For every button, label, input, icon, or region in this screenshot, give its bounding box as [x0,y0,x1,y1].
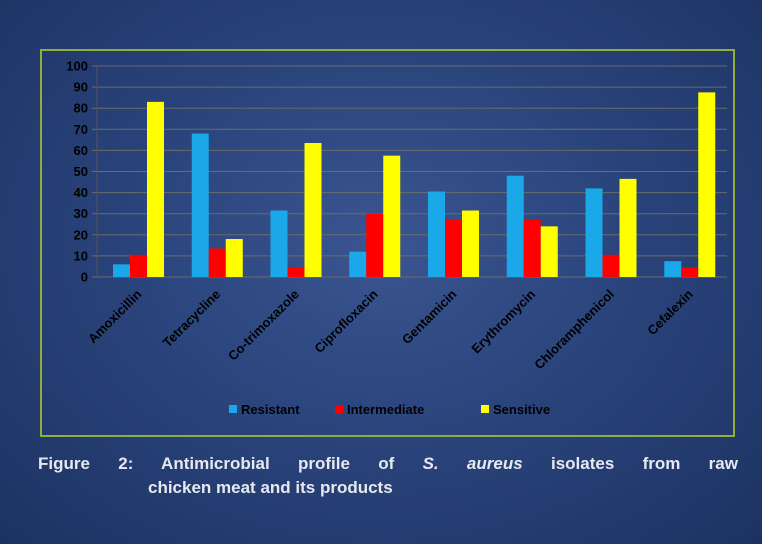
y-tick-label: 20 [74,227,88,242]
bar-chart: 0 10 20 30 40 50 60 70 80 90 100 Amoxicillin Tetracy… [66,59,727,417]
bar-resistant-gentamicin [428,191,445,277]
bar-intermediate-amoxicillin [130,254,147,277]
bar-intermediate-tetracycline [208,248,226,277]
y-tick-label: 30 [74,206,88,221]
bar-sensitive-tetracycline [225,239,243,277]
legend-label-intermediate: Intermediate [347,402,424,417]
bar-sensitive-amoxicillin [147,101,164,277]
legend-label-sensitive: Sensitive [493,402,550,417]
x-tick-label: Ciprofloxacin [311,286,380,355]
chart-frame: 0 10 20 30 40 50 60 70 80 90 100 Amoxicillin Tetracy… [40,49,735,437]
bar-sensitive-cefalexin [698,92,716,277]
caption-italic: S. aureus [422,454,523,473]
legend-label-resistant: Resistant [241,402,300,417]
bar-intermediate-cefalexin [681,267,699,277]
caption-line-2: chicken meat and its products [148,478,393,497]
bar-intermediate-gentamicin [445,220,462,277]
y-tick-label: 60 [74,143,88,158]
y-tick-label: 0 [81,270,88,285]
figure-caption: Figure 2: Antimicrobial profile of S. au… [38,452,738,500]
bar-sensitive-gentamicin [462,210,479,277]
legend-swatch-resistant [229,405,237,413]
bar-resistant-co-trimoxazole [270,210,288,277]
bar-sensitive-erythromycin [540,226,558,277]
x-tick-label: Gentamicin [399,286,460,347]
bar-sensitive-ciprofloxacin [383,155,401,277]
y-tick-label: 50 [74,164,88,179]
x-tick-label: Tetracycline [160,287,224,351]
x-tick-label: Amoxicillin [85,286,145,346]
bar-resistant-ciprofloxacin [349,251,367,277]
bar-resistant-cefalexin [664,261,682,277]
bar-resistant-erythromycin [506,175,524,277]
y-tick-label: 100 [66,59,88,74]
bar-intermediate-ciprofloxacin [366,213,384,277]
legend-swatch-sensitive [481,405,489,413]
y-tick-label: 90 [74,80,88,95]
bar-sensitive-co-trimoxazole [304,143,322,277]
y-tick-label: 10 [74,248,88,263]
legend-swatch-intermediate [335,405,343,413]
x-tick-label: Erythromycin [468,286,538,356]
bar-intermediate-erythromycin [523,220,541,277]
bar-intermediate-co-trimoxazole [287,267,305,277]
y-tick-label: 40 [74,185,88,200]
x-tick-label: Cefalexin [644,286,696,338]
x-tick-label: Co-trimoxazole [225,287,302,364]
bar-sensitive-chloramphenicol [619,178,637,277]
x-tick-label: Chloramphenicol [531,287,617,373]
y-tick-label: 80 [74,101,88,116]
bar-resistant-amoxicillin [113,264,130,277]
caption-prefix: Figure 2: Antimicrobial profile of [38,454,423,473]
bar-intermediate-chloramphenicol [602,254,620,277]
y-tick-label: 70 [74,122,88,137]
bar-resistant-chloramphenicol [585,188,603,277]
bar-resistant-tetracycline [191,133,209,277]
caption-suffix: isolates from raw [522,454,738,473]
